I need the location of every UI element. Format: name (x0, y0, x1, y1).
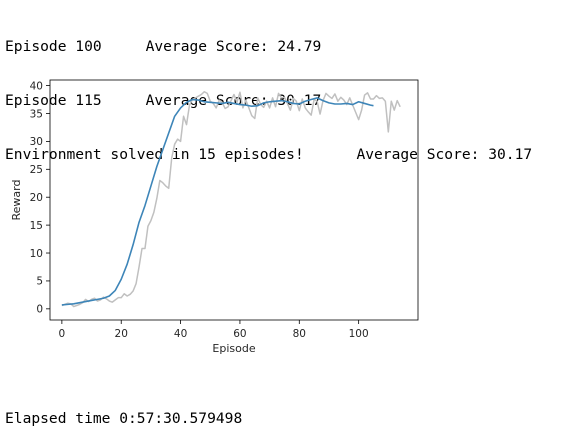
y-tick-label: 20 (30, 192, 43, 204)
y-tick-label: 25 (30, 164, 43, 176)
output-line-solved: Environment solved in 15 episodes! Avera… (5, 146, 533, 163)
y-axis-ticks: 0 5 10 15 20 25 30 35 40 (30, 80, 50, 316)
x-tick-label: 40 (174, 328, 187, 340)
reward-chart: 0 20 40 60 80 100 0 5 10 15 20 25 30 35 40 Episode Re… (10, 79, 419, 355)
y-tick-label: 40 (30, 80, 43, 92)
series-line-raw (61, 90, 401, 308)
plot-area (61, 90, 401, 308)
output-line-elapsed-time: Elapsed time 0:57:30.579498 (5, 410, 243, 427)
x-tick-label: 0 (59, 328, 66, 340)
x-tick-label: 100 (349, 328, 369, 340)
x-tick-label: 60 (233, 328, 246, 340)
output-log-bottom: Elapsed time 0:57:30.579498 (5, 374, 242, 446)
output-line-episode-100: Episode 100 Average Score: 24.79 (5, 38, 322, 55)
x-tick-label: 20 (115, 328, 128, 340)
y-tick-label: 35 (30, 108, 43, 120)
plot-frame (49, 79, 419, 321)
y-tick-label: 30 (30, 136, 43, 148)
x-axis-label: Episode (212, 342, 255, 355)
x-axis-ticks: 0 20 40 60 80 100 (59, 320, 369, 340)
y-tick-label: 0 (36, 304, 43, 316)
y-tick-label: 15 (30, 220, 43, 232)
y-axis-label: Reward (10, 180, 23, 221)
y-tick-label: 10 (30, 248, 43, 260)
series-line-average (61, 97, 374, 306)
y-tick-label: 5 (36, 276, 43, 288)
x-tick-label: 80 (293, 328, 306, 340)
